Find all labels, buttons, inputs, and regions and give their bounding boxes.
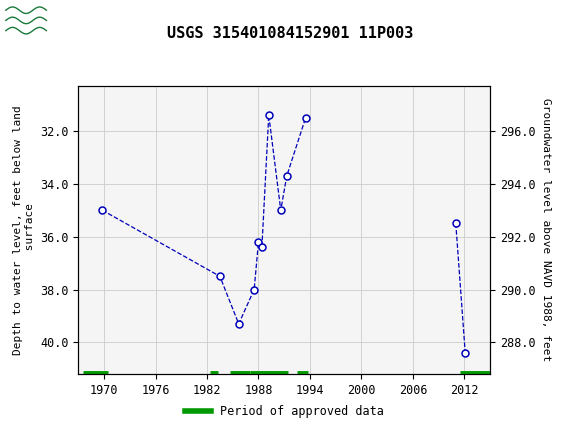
Y-axis label: Depth to water level, feet below land
 surface: Depth to water level, feet below land su… [13, 105, 35, 355]
Y-axis label: Groundwater level above NAVD 1988, feet: Groundwater level above NAVD 1988, feet [541, 98, 551, 362]
Text: USGS 315401084152901 11P003: USGS 315401084152901 11P003 [167, 26, 413, 41]
Text: USGS: USGS [61, 12, 116, 29]
Legend: Period of approved data: Period of approved data [180, 400, 389, 423]
Bar [5, 3, 57, 37]
